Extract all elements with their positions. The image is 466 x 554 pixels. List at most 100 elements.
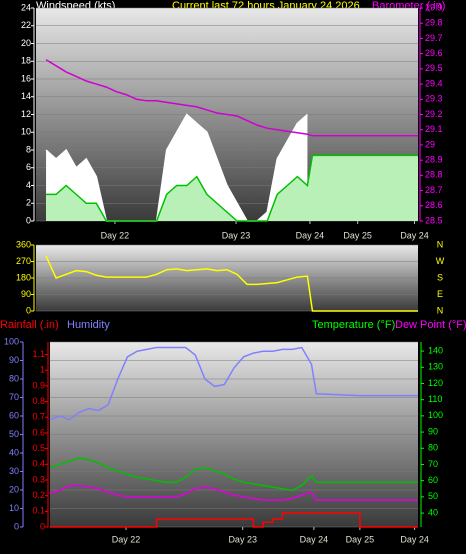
y-tick-label: 0.9 [32, 380, 45, 390]
y-tick-label: 0.7 [32, 412, 45, 422]
y-tick-label: 90 [21, 289, 31, 299]
x-tick-label: Day 22 [112, 534, 141, 544]
series-line [49, 484, 418, 501]
series-line [45, 59, 418, 137]
y-tick-label: 100 [4, 336, 19, 346]
series-line [45, 113, 308, 222]
y-tick-label: 2 [26, 198, 31, 208]
y-tick-label: 22 [21, 20, 31, 30]
y-tick-label: 16 [21, 73, 31, 83]
y-tick-label: N [437, 239, 444, 249]
y-tick-label: 18 [21, 56, 31, 66]
y-tick-label: 14 [21, 91, 31, 101]
y-tick-label: 120 [428, 378, 443, 388]
chart-title: Current last 72 hours January 24 2026 [172, 0, 360, 12]
x-tick-label: Day 25 [343, 230, 372, 240]
y-tick-label: 0.6 [32, 427, 45, 437]
y-tick-label: 10 [9, 503, 19, 513]
y-tick-label: 100 [428, 410, 443, 420]
y-tick-label: 10 [21, 127, 31, 137]
y-tick-label: 28.9 [425, 155, 443, 165]
y-tick-label: 270 [16, 256, 31, 266]
y-tick-label: 29.3 [425, 94, 443, 104]
y-tick-label: 90 [9, 355, 19, 365]
y-tick-label: 8 [26, 144, 31, 154]
y-tick-label: 0 [26, 305, 31, 315]
y-tick-label: 29.5 [425, 63, 443, 73]
y-tick-label: 130 [428, 362, 443, 372]
y-tick-label: 80 [9, 373, 19, 383]
y-tick-label: 40 [9, 447, 19, 457]
x-tick-label: Day 24 [400, 534, 429, 544]
y-tick-label: 180 [16, 272, 31, 282]
series-line [50, 512, 418, 528]
y-tick-label: 60 [428, 475, 438, 485]
y-tick-label: 0.1 [32, 506, 45, 516]
y-tick-label: 140 [428, 345, 443, 355]
y-tick-label: 4 [26, 180, 31, 190]
x-tick-label: Day 24 [296, 230, 325, 240]
y-tick-label: 28.8 [425, 170, 443, 180]
area-fill [46, 114, 308, 221]
y-tick-label: 110 [428, 394, 442, 404]
x-tick-label: Day 23 [222, 230, 251, 240]
y-tick-label: S [437, 272, 443, 282]
y-tick-label: 29.4 [425, 78, 443, 88]
y-tick-label: 50 [428, 491, 438, 501]
x-tick-label: Day 24 [300, 534, 329, 544]
y-tick-label: 29.1 [425, 124, 443, 134]
y-tick-label: 0 [40, 521, 45, 531]
x-tick-label: Day 24 [400, 230, 429, 240]
temperature-label: Temperature (°F) [312, 319, 395, 331]
y-tick-label: 0 [14, 521, 19, 531]
y-tick-label: 24 [21, 2, 31, 12]
y-tick-label: W [436, 256, 445, 266]
x-tick-label: Day 25 [346, 534, 375, 544]
y-tick-label: 0.2 [32, 490, 45, 500]
y-tick-label: 29.8 [425, 18, 443, 28]
y-tick-label: 20 [9, 484, 19, 494]
y-tick-label: 90 [428, 426, 438, 436]
y-tick-label: 50 [9, 429, 19, 439]
series-line [45, 255, 418, 312]
y-tick-label: 0.5 [32, 443, 45, 453]
x-tick-label: Day 23 [228, 534, 257, 544]
series-line [46, 154, 418, 222]
y-tick-label: 0.4 [32, 459, 45, 469]
series-line [49, 457, 418, 492]
y-tick-label: 28.6 [425, 200, 443, 210]
y-tick-label: 0.8 [32, 396, 45, 406]
rainfall-label: Rainfall (.in) [0, 319, 59, 331]
y-tick-label: 29.2 [425, 109, 443, 119]
y-tick-label: 28.7 [425, 185, 443, 195]
y-tick-label: 30 [9, 466, 19, 476]
series-line [49, 346, 418, 421]
y-tick-label: N [437, 305, 444, 315]
y-tick-label: 29.6 [425, 48, 443, 58]
y-tick-label: 360 [16, 239, 31, 249]
barometer-axis-label: Barometer (.in) [372, 0, 445, 12]
y-tick-label: 29.7 [425, 33, 443, 43]
y-tick-label: 0.3 [32, 474, 45, 484]
y-tick-label: 29 [425, 139, 435, 149]
humidity-label: Humidity [67, 319, 110, 331]
wind-axis-label: Windspeed (kts) [36, 0, 115, 12]
y-tick-label: 29.9 [425, 2, 443, 12]
y-tick-label: 70 [9, 392, 19, 402]
y-tick-label: 40 [428, 507, 438, 517]
y-tick-label: 60 [9, 410, 19, 420]
area-fill [46, 155, 418, 221]
y-tick-label: 1.1 [32, 349, 45, 359]
dew-point-label: Dew Point (°F) [395, 319, 466, 331]
y-tick-label: 1 [40, 365, 45, 375]
y-tick-label: E [437, 289, 443, 299]
y-tick-label: 12 [21, 109, 31, 119]
y-tick-label: 6 [26, 162, 31, 172]
y-tick-label: 70 [428, 459, 438, 469]
y-tick-label: 80 [428, 443, 438, 453]
y-tick-label: 28.5 [425, 215, 443, 225]
y-tick-label: 20 [21, 38, 31, 48]
x-tick-label: Day 22 [101, 230, 130, 240]
